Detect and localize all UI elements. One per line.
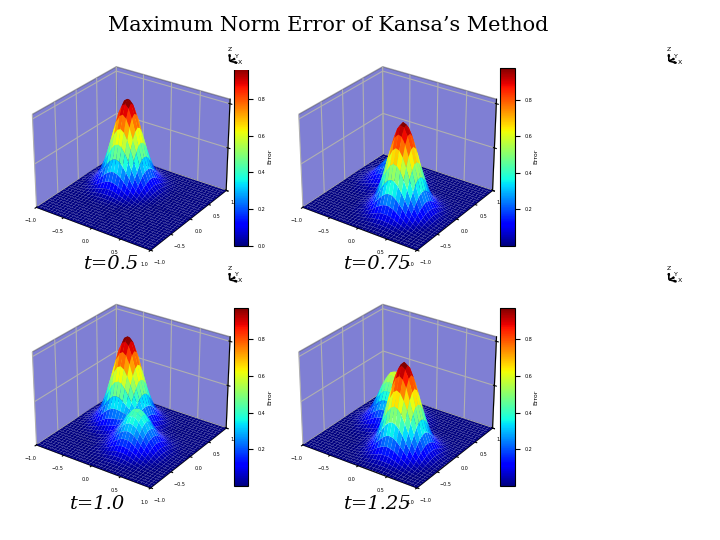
- Text: Maximum Norm Error of Kansa’s Method: Maximum Norm Error of Kansa’s Method: [108, 16, 549, 35]
- Text: t=1.25: t=1.25: [344, 495, 412, 513]
- Text: t=0.5: t=0.5: [84, 255, 139, 273]
- Y-axis label: Error: Error: [534, 389, 539, 404]
- Y-axis label: Error: Error: [534, 149, 539, 164]
- Y-axis label: Error: Error: [267, 149, 272, 164]
- Text: t=0.75: t=0.75: [344, 255, 412, 273]
- Text: t=1.0: t=1.0: [70, 495, 125, 513]
- Y-axis label: Error: Error: [267, 389, 272, 404]
